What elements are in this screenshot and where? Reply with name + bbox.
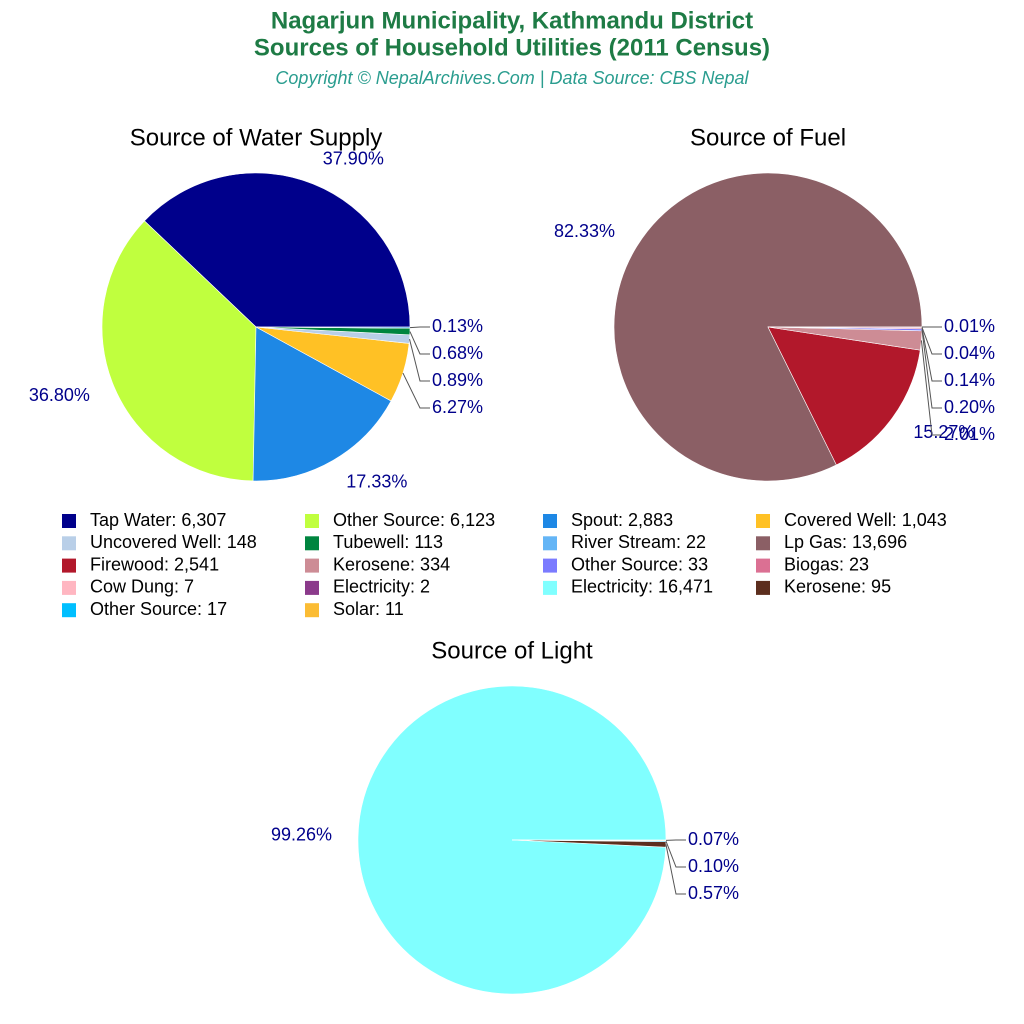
legend-swatch [62, 558, 76, 573]
value-label: 2.01% [944, 424, 995, 444]
leader-line [409, 339, 430, 382]
leader-line [665, 840, 686, 868]
legend-label: Other Source: 17 [90, 599, 227, 619]
pie-title: Source of Light [431, 637, 593, 664]
value-label: 17.33% [346, 471, 407, 491]
legend-label: Covered Well: 1,043 [784, 510, 947, 530]
value-label: 0.01% [944, 316, 995, 336]
pie-slice [143, 172, 411, 328]
legend-label: Other Source: 6,123 [333, 510, 495, 530]
legend-swatch [62, 603, 76, 618]
legend-label: Electricity: 2 [333, 577, 430, 597]
value-label: 0.20% [944, 397, 995, 417]
legend-swatch [62, 514, 76, 528]
legend-label: Lp Gas: 13,696 [784, 532, 907, 552]
legend-swatch [305, 514, 319, 528]
title-line: Sources of Household Utilities (2011 Cen… [254, 34, 770, 61]
legend-swatch [543, 580, 557, 595]
leader-line [409, 331, 430, 355]
title-line: Nagarjun Municipality, Kathmandu Distric… [271, 7, 753, 34]
legend-label: Kerosene: 334 [333, 554, 450, 574]
legend-label: Tubewell: 113 [333, 532, 443, 552]
leader-line [921, 327, 942, 355]
pie-slice [252, 326, 392, 482]
legend-label: Cow Dung: 7 [90, 577, 194, 597]
legend-label: Biogas: 23 [784, 554, 869, 574]
leader-line [402, 372, 430, 409]
legend-label: Other Source: 33 [571, 554, 708, 574]
legend-label: Tap Water: 6,307 [90, 510, 226, 530]
legend-label: Spout: 2,883 [571, 510, 673, 530]
leader-line [921, 329, 942, 409]
value-label: 15.27% [913, 422, 974, 442]
legend-swatch [756, 514, 770, 528]
pie-title: Source of Fuel [690, 124, 846, 151]
subtitle: Copyright © NepalArchives.Com | Data Sou… [275, 68, 749, 88]
legend-label: Solar: 11 [333, 599, 404, 619]
legend-label: Electricity: 16,471 [571, 577, 713, 597]
value-label: 0.07% [688, 829, 739, 849]
leader-line [409, 326, 430, 329]
legend-swatch [543, 514, 557, 528]
legend-swatch [305, 558, 319, 573]
legend-swatch [62, 580, 76, 595]
value-label: 99.26% [271, 825, 332, 845]
legend-swatch [543, 558, 557, 573]
legend-swatch [305, 603, 319, 618]
legend-label: Kerosene: 95 [784, 577, 891, 597]
legend-swatch [305, 580, 319, 595]
value-label: 6.27% [432, 397, 483, 417]
pie-slice [767, 326, 921, 466]
pie-slice [101, 220, 257, 482]
legend-swatch [305, 536, 319, 551]
value-label: 0.68% [432, 343, 483, 363]
legend-swatch [62, 536, 76, 551]
pie-title: Source of Water Supply [130, 124, 383, 151]
leader-line [921, 328, 942, 382]
legend-swatch [756, 536, 770, 551]
value-label: 0.13% [432, 316, 483, 336]
value-label: 82.33% [554, 221, 615, 241]
leader-line [920, 340, 942, 436]
value-label: 0.57% [688, 883, 739, 903]
leader-line [665, 844, 686, 895]
legend-swatch [543, 536, 557, 551]
value-label: 0.04% [944, 343, 995, 363]
legend-swatch [756, 558, 770, 573]
value-label: 0.14% [944, 370, 995, 390]
value-label: 0.10% [688, 856, 739, 876]
value-label: 36.80% [29, 385, 90, 405]
legend-label: Firewood: 2,541 [90, 554, 219, 574]
value-label: 37.90% [323, 149, 384, 169]
legend-swatch [756, 580, 770, 595]
legend-label: Uncovered Well: 148 [90, 532, 257, 552]
legend-label: River Stream: 22 [571, 532, 706, 552]
pie-slice [613, 172, 923, 482]
value-label: 0.89% [432, 370, 483, 390]
